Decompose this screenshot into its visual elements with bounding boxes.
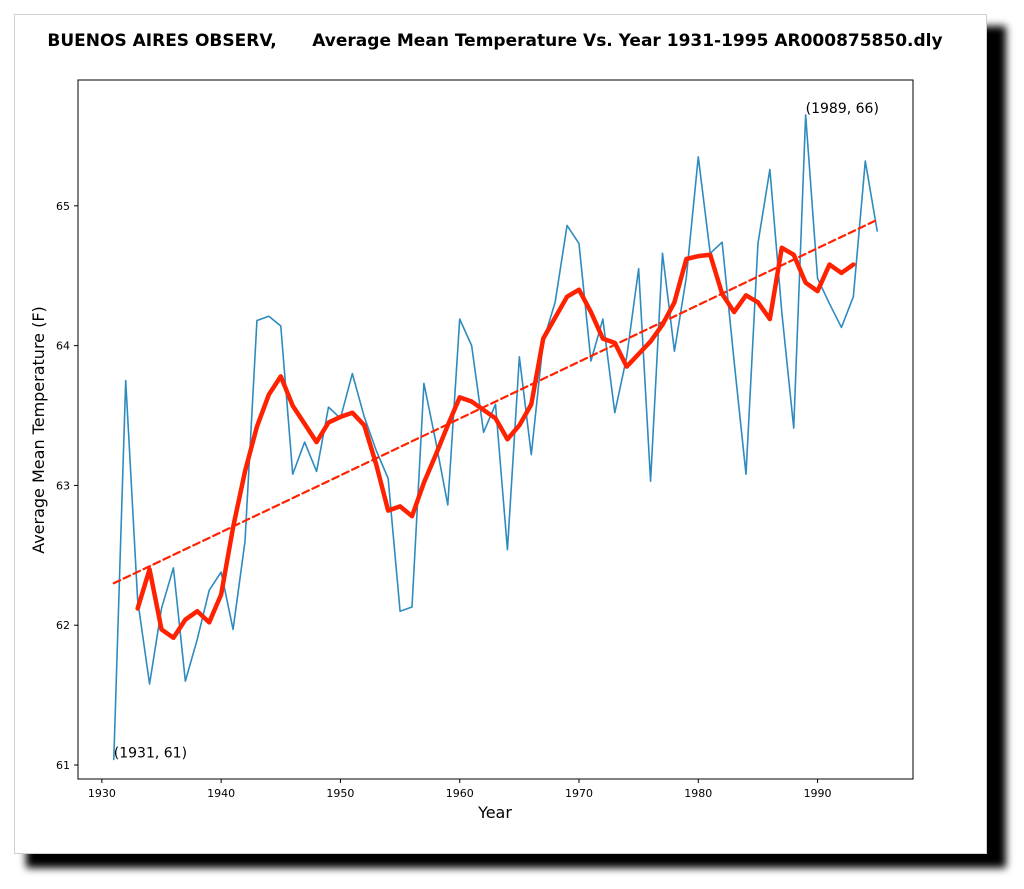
x-tick-label: 1950 xyxy=(326,787,354,800)
series-annual-line xyxy=(112,114,879,761)
annotation-label: (1989, 66) xyxy=(806,101,879,117)
x-axis: 1930 1940 1950 1960 1970 1980 1990 xyxy=(88,779,832,800)
y-tick-label: 62 xyxy=(56,619,70,632)
x-tick-label: 1940 xyxy=(207,787,235,800)
x-tick-label: 1970 xyxy=(565,787,593,800)
x-axis-label: Year xyxy=(477,803,512,822)
annotations: (1931, 61) (1989, 66) xyxy=(114,101,879,761)
y-axis-label: Average Mean Temperature (F) xyxy=(29,306,48,554)
chart-title: BUENOS AIRES OBSERV, Average Mean Temper… xyxy=(47,31,942,51)
series-trend-line xyxy=(112,218,879,585)
x-tick-label: 1930 xyxy=(88,787,116,800)
y-axis: 61 62 63 64 65 xyxy=(56,200,78,772)
y-tick-label: 65 xyxy=(56,200,70,213)
plot-area xyxy=(77,79,914,780)
annotation-label: (1931, 61) xyxy=(114,745,187,761)
figure-paper xyxy=(14,14,987,854)
x-tick-label: 1960 xyxy=(446,787,474,800)
x-tick-label: 1990 xyxy=(804,787,832,800)
series-layer xyxy=(112,114,879,761)
x-tick-label: 1980 xyxy=(684,787,712,800)
y-tick-label: 64 xyxy=(56,340,70,353)
y-tick-label: 61 xyxy=(56,759,70,772)
y-tick-label: 63 xyxy=(56,479,70,492)
series-smoothed-line xyxy=(135,245,856,641)
